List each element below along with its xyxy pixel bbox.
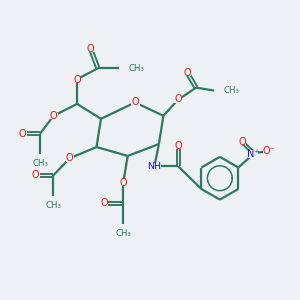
FancyBboxPatch shape	[119, 179, 128, 186]
FancyBboxPatch shape	[32, 172, 40, 178]
Text: CH₃: CH₃	[128, 64, 144, 73]
Text: O: O	[19, 129, 27, 139]
Text: N⁺: N⁺	[247, 149, 260, 159]
Text: O: O	[183, 68, 191, 78]
FancyBboxPatch shape	[174, 96, 182, 103]
Text: O⁻: O⁻	[262, 146, 275, 156]
Text: O: O	[174, 94, 182, 104]
Text: CH₃: CH₃	[45, 201, 62, 210]
Text: O: O	[238, 137, 246, 147]
FancyBboxPatch shape	[73, 77, 81, 83]
FancyBboxPatch shape	[49, 112, 58, 119]
FancyBboxPatch shape	[263, 148, 274, 155]
Text: O: O	[66, 153, 74, 163]
Text: O: O	[119, 178, 127, 188]
Text: O: O	[32, 170, 39, 180]
Text: O: O	[50, 111, 57, 121]
Text: O: O	[131, 98, 139, 107]
FancyBboxPatch shape	[86, 46, 95, 52]
FancyBboxPatch shape	[174, 142, 182, 149]
FancyBboxPatch shape	[183, 70, 191, 76]
FancyBboxPatch shape	[131, 99, 140, 106]
FancyBboxPatch shape	[100, 200, 108, 207]
Text: O: O	[100, 199, 108, 208]
Text: O: O	[74, 75, 81, 85]
FancyBboxPatch shape	[19, 130, 27, 137]
Text: CH₃: CH₃	[115, 229, 131, 238]
Text: CH₃: CH₃	[32, 160, 48, 169]
Text: O: O	[174, 140, 182, 151]
FancyBboxPatch shape	[238, 138, 246, 145]
Text: O: O	[87, 44, 94, 54]
Text: NH: NH	[148, 162, 161, 171]
FancyBboxPatch shape	[150, 163, 159, 170]
FancyBboxPatch shape	[66, 155, 74, 162]
FancyBboxPatch shape	[248, 150, 258, 158]
Text: CH₃: CH₃	[224, 86, 239, 95]
